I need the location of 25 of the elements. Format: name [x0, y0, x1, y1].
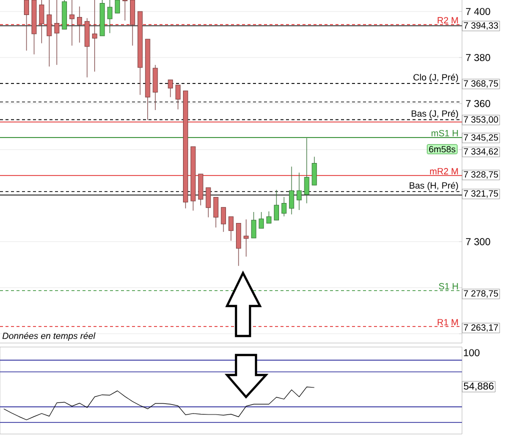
ref-line-label: R1 M: [438, 319, 458, 326]
annotation: Données en temps réel: [2, 332, 96, 341]
ref-line-label: mR2 M: [430, 168, 458, 174]
text: 7 328,75: [464, 171, 498, 179]
ref-line-label: Bas (J, Pré): [412, 110, 458, 119]
text: 7 394,33: [464, 22, 498, 30]
ref-line-label: Clo (J, Pré): [413, 74, 458, 82]
text: 7 345,25: [464, 134, 498, 142]
y-tick-label: 7 360: [466, 100, 490, 108]
text: 7 334,62: [464, 148, 498, 156]
y-tick-label: 7 400: [466, 8, 490, 16]
ref-line-label: R2 M: [438, 17, 458, 24]
y-tick-label: 7 380: [466, 54, 490, 62]
text: 7 353,00: [464, 116, 498, 124]
y-tick-label: 7 300: [466, 238, 490, 246]
text: 100: [464, 349, 480, 356]
annotation: 6m58s: [429, 146, 456, 152]
text: 7 263,17: [464, 324, 498, 332]
ref-line-label: S1 H: [438, 283, 458, 290]
ref-line-label: Bas (H, Pré): [410, 182, 458, 190]
text: 7 321,75: [464, 190, 498, 198]
text: 7 368,75: [464, 80, 498, 88]
ref-line-label: mS1 H: [432, 130, 458, 136]
text: 7 278,75: [464, 290, 498, 298]
text: 54,886: [464, 382, 494, 391]
